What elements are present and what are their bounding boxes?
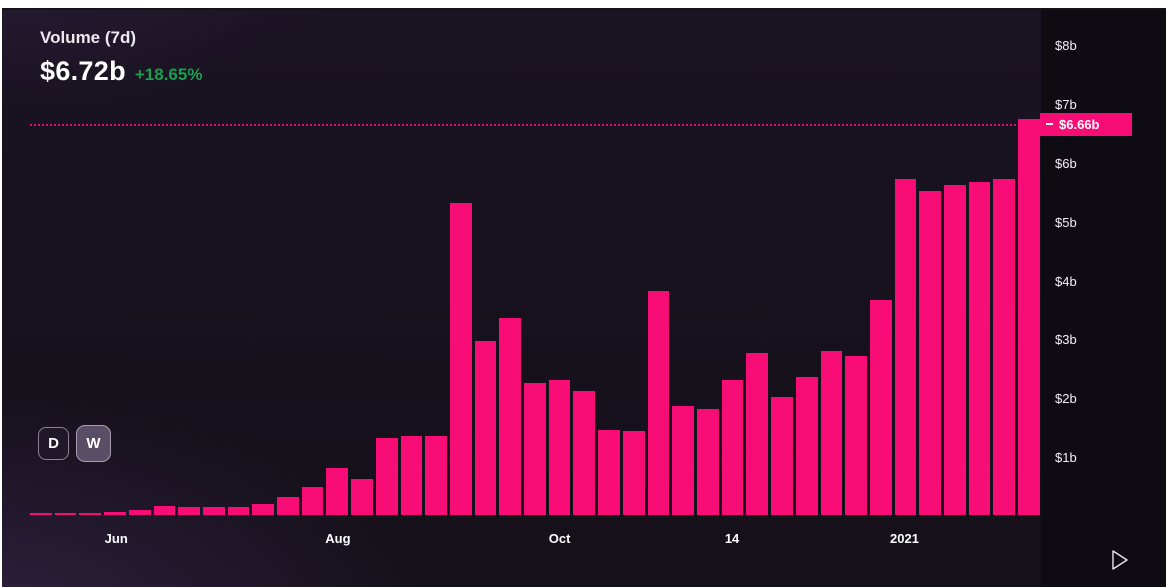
volume-bar[interactable] [400, 435, 423, 515]
volume-bar[interactable] [919, 191, 942, 515]
volume-bar[interactable] [622, 431, 645, 515]
volume-bar[interactable] [820, 351, 843, 515]
volume-bar[interactable] [524, 382, 546, 515]
y-axis-label: $8b [1055, 38, 1077, 53]
y-axis-label: $5b [1055, 214, 1077, 230]
y-axis-label: $2b [1055, 391, 1077, 407]
volume-bar[interactable] [326, 467, 349, 515]
interval-toggle-group: D W [38, 425, 111, 462]
y-axis-strip [1041, 10, 1166, 587]
daily-toggle-button[interactable]: D [38, 427, 69, 460]
volume-bar[interactable] [79, 512, 102, 515]
x-axis-label: 14 [724, 531, 740, 546]
volume-bar[interactable] [178, 507, 200, 515]
y-axis-label: $1b [1055, 450, 1077, 466]
volume-bar[interactable] [647, 291, 670, 515]
volume-change-percent: +18.65% [134, 65, 203, 84]
volume-bar[interactable] [227, 507, 250, 515]
volume-bar[interactable] [277, 497, 299, 515]
current-value-line [30, 123, 1040, 126]
volume-bar[interactable] [153, 506, 176, 515]
x-axis-label: Aug [325, 531, 351, 546]
x-axis-label: Oct [548, 531, 571, 546]
volume-bar[interactable] [351, 478, 373, 515]
play-forward-button[interactable] [1106, 547, 1132, 573]
x-axis-label: Jun [104, 531, 128, 546]
bar-chart-plot [30, 44, 1040, 515]
volume-bar[interactable] [499, 317, 522, 515]
x-axis-label: 2021 [890, 531, 919, 546]
volume-bar[interactable] [746, 353, 769, 515]
volume-bar[interactable] [944, 185, 966, 515]
current-value-tag: $6.66b [1040, 112, 1132, 136]
chart-title: Volume (7d) [40, 28, 137, 47]
volume-bar[interactable] [425, 435, 447, 515]
play-icon [1112, 550, 1128, 570]
volume-bar[interactable] [30, 513, 52, 515]
volume-bar[interactable] [968, 182, 991, 515]
volume-bar[interactable] [301, 486, 324, 515]
volume-bar[interactable] [993, 179, 1016, 515]
volume-bar[interactable] [696, 409, 719, 515]
volume-bar[interactable] [548, 379, 571, 515]
volume-bar[interactable] [869, 300, 892, 515]
y-axis-label: $3b [1055, 332, 1077, 348]
volume-bar[interactable] [375, 438, 398, 515]
y-axis-label: $4b [1055, 273, 1077, 289]
volume-bar[interactable] [598, 429, 620, 515]
volume-bar[interactable] [771, 397, 793, 515]
volume-bar[interactable] [721, 379, 744, 515]
volume-bar[interactable] [474, 341, 497, 515]
chart-header: Volume (7d) $6.72b +18.65% [40, 28, 202, 87]
volume-bar[interactable] [573, 391, 596, 515]
volume-bar[interactable] [252, 504, 275, 515]
volume-chart-widget: $6.66b Volume (7d) $6.72b +18.65% $8b $7b… [2, 8, 1166, 587]
value-row: $6.72b +18.65% [40, 56, 202, 87]
volume-bar[interactable] [202, 507, 225, 515]
volume-bar[interactable] [54, 513, 77, 515]
marker-label: $6.66b [1059, 116, 1100, 132]
volume-bar[interactable] [104, 512, 126, 515]
weekly-toggle-button[interactable]: W [76, 425, 111, 462]
volume-bar[interactable] [795, 376, 818, 515]
y-axis-label: $6b [1055, 155, 1077, 171]
volume-bar[interactable] [845, 356, 867, 515]
volume-bar[interactable] [449, 202, 472, 515]
volume-bar[interactable] [894, 179, 917, 515]
volume-value: $6.72b [40, 56, 126, 86]
volume-bar[interactable] [672, 406, 694, 515]
marker-tick-icon [1046, 123, 1053, 126]
volume-bar[interactable] [128, 510, 151, 515]
volume-bar[interactable] [1018, 119, 1040, 515]
y-axis-label: $7b [1055, 96, 1077, 112]
